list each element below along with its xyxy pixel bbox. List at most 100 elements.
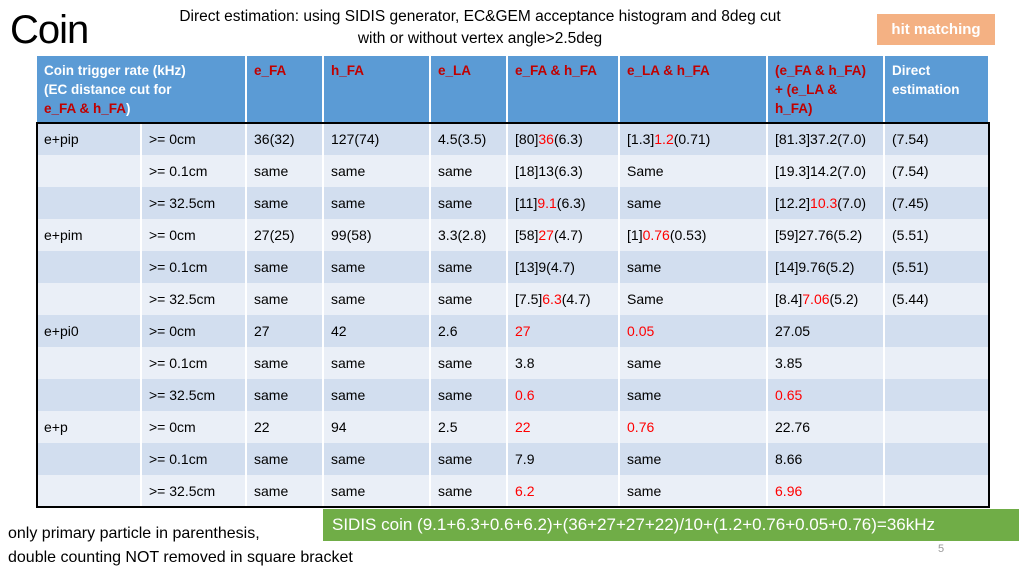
footnote: only primary particle in parenthesis, do… xyxy=(8,522,353,570)
table-row: >= 0.1cm same same same 3.8 same 3.85 xyxy=(37,347,991,379)
cell-particle: e+pi0 xyxy=(37,315,142,347)
cell-e-la: same xyxy=(430,475,509,507)
value-part: [1.3] xyxy=(627,131,655,147)
value-part: 22.76 xyxy=(775,419,811,435)
cell-particle xyxy=(37,251,142,283)
highlighted-value: 0.65 xyxy=(775,387,803,403)
cell-e-fa: 36(32) xyxy=(246,123,325,155)
cell-e-fa-h-fa: 0.6 xyxy=(507,379,621,411)
value-part: [58] xyxy=(515,227,539,243)
header-e-fa: e_FA xyxy=(246,56,325,123)
page-number: 5 xyxy=(938,543,945,555)
cell-e-fa: 27(25) xyxy=(246,219,325,251)
value-part: 3.85 xyxy=(775,355,803,371)
cell-e-la: 4.5(3.5) xyxy=(430,123,509,155)
cell-e-la: same xyxy=(430,187,509,219)
cell-e-la-h-fa: same xyxy=(619,443,769,475)
table-row: e+pip >= 0cm 36(32) 127(74) 4.5(3.5) [80]36(6… xyxy=(37,123,991,155)
highlighted-value: 7.06 xyxy=(802,291,830,307)
value-part: (6.3) xyxy=(553,131,583,147)
cell-h-fa: same xyxy=(323,475,432,507)
cell-combined: 6.96 xyxy=(767,475,886,507)
cell-cut: >= 0cm xyxy=(141,123,248,155)
header-h-fa: h_FA xyxy=(323,56,432,123)
cell-particle: e+p xyxy=(37,411,142,443)
cell-e-fa: same xyxy=(246,379,325,411)
cell-direct-estimation: (5.51) xyxy=(884,251,991,283)
cell-e-fa-h-fa: [11]9.1(6.3) xyxy=(507,187,621,219)
cell-combined: 0.65 xyxy=(767,379,886,411)
cell-h-fa: same xyxy=(323,379,432,411)
value-part: [19.3]14.2(7.0) xyxy=(775,163,867,179)
cell-combined: 22.76 xyxy=(767,411,886,443)
cell-h-fa: same xyxy=(323,283,432,315)
value-part: Same xyxy=(627,291,664,307)
cell-h-fa: 94 xyxy=(323,411,432,443)
cell-particle: e+pim xyxy=(37,219,142,251)
cell-direct-estimation xyxy=(884,315,991,347)
cell-h-fa: same xyxy=(323,155,432,187)
value-part: same xyxy=(627,259,662,275)
cell-direct-estimation: (5.44) xyxy=(884,283,991,315)
table-row: e+p >= 0cm 22 94 2.5 22 0.76 22.76 xyxy=(37,411,991,443)
cell-direct-estimation xyxy=(884,475,991,507)
value-part: Same xyxy=(627,163,664,179)
value-part: 3.8 xyxy=(515,355,535,371)
cell-e-la: 2.6 xyxy=(430,315,509,347)
cell-particle xyxy=(37,187,142,219)
highlighted-value: 6.2 xyxy=(515,483,535,499)
cell-e-fa: same xyxy=(246,155,325,187)
cell-e-la: same xyxy=(430,155,509,187)
cell-e-fa: 22 xyxy=(246,411,325,443)
value-part: 8.66 xyxy=(775,451,803,467)
cell-cut: >= 32.5cm xyxy=(141,475,248,507)
cell-e-la-h-fa: same xyxy=(619,187,769,219)
cell-combined: [14]9.76(5.2) xyxy=(767,251,886,283)
header-combined: (e_FA & h_FA) + (e_LA & h_FA) xyxy=(767,56,886,123)
cell-e-fa-h-fa: 6.2 xyxy=(507,475,621,507)
cell-e-la: same xyxy=(430,379,509,411)
value-part: [8.4] xyxy=(775,291,803,307)
highlighted-value: 0.05 xyxy=(627,323,655,339)
cell-e-fa-h-fa: [13]9(4.7) xyxy=(507,251,621,283)
value-part: same xyxy=(627,195,662,211)
cell-e-la: same xyxy=(430,347,509,379)
table-row: >= 0.1cm same same same 7.9 same 8.66 xyxy=(37,443,991,475)
cell-e-fa: same xyxy=(246,347,325,379)
cell-cut: >= 0cm xyxy=(141,219,248,251)
cell-cut: >= 32.5cm xyxy=(141,187,248,219)
subtitle-line-1: Direct estimation: using SIDIS generator… xyxy=(179,8,781,25)
cell-e-la-h-fa: [1]0.76(0.53) xyxy=(619,219,769,251)
cell-particle xyxy=(37,347,142,379)
cell-e-fa-h-fa: [80]36(6.3) xyxy=(507,123,621,155)
value-part: same xyxy=(627,451,662,467)
header-direct-estimation: Direct estimation xyxy=(884,56,991,123)
cell-e-fa-h-fa: [58]27(4.7) xyxy=(507,219,621,251)
highlighted-value: 0.76 xyxy=(642,227,670,243)
cell-direct-estimation: (7.45) xyxy=(884,187,991,219)
cell-e-la-h-fa: same xyxy=(619,379,769,411)
cell-h-fa: same xyxy=(323,443,432,475)
table-body: e+pip >= 0cm 36(32) 127(74) 4.5(3.5) [80]36(6… xyxy=(35,122,991,508)
cell-e-la-h-fa: 0.76 xyxy=(619,411,769,443)
cell-cut: >= 0.1cm xyxy=(141,443,248,475)
highlighted-value: 36 xyxy=(538,131,554,147)
table-row: >= 32.5cm same same same [7.5]6.3(4.7) Same [8… xyxy=(37,283,991,315)
cell-direct-estimation: (5.51) xyxy=(884,219,991,251)
value-part: [1] xyxy=(627,227,643,243)
cell-e-fa: same xyxy=(246,251,325,283)
value-part: (0.53) xyxy=(669,227,707,243)
cell-combined: [8.4]7.06(5.2) xyxy=(767,283,886,315)
table-row: >= 32.5cm same same same 0.6 same 0.65 xyxy=(37,379,991,411)
cell-e-la: same xyxy=(430,443,509,475)
cell-combined: 8.66 xyxy=(767,443,886,475)
value-part: [12.2] xyxy=(775,195,811,211)
cell-e-la: same xyxy=(430,283,509,315)
cell-cut: >= 0.1cm xyxy=(141,155,248,187)
slide-subtitle: Direct estimation: using SIDIS generator… xyxy=(160,6,800,50)
cell-h-fa: same xyxy=(323,347,432,379)
table-row: >= 0.1cm same same same [13]9(4.7) same [14]9.… xyxy=(37,251,991,283)
cell-combined: [12.2]10.3(7.0) xyxy=(767,187,886,219)
cell-e-fa-h-fa: 27 xyxy=(507,315,621,347)
cell-h-fa: 99(58) xyxy=(323,219,432,251)
